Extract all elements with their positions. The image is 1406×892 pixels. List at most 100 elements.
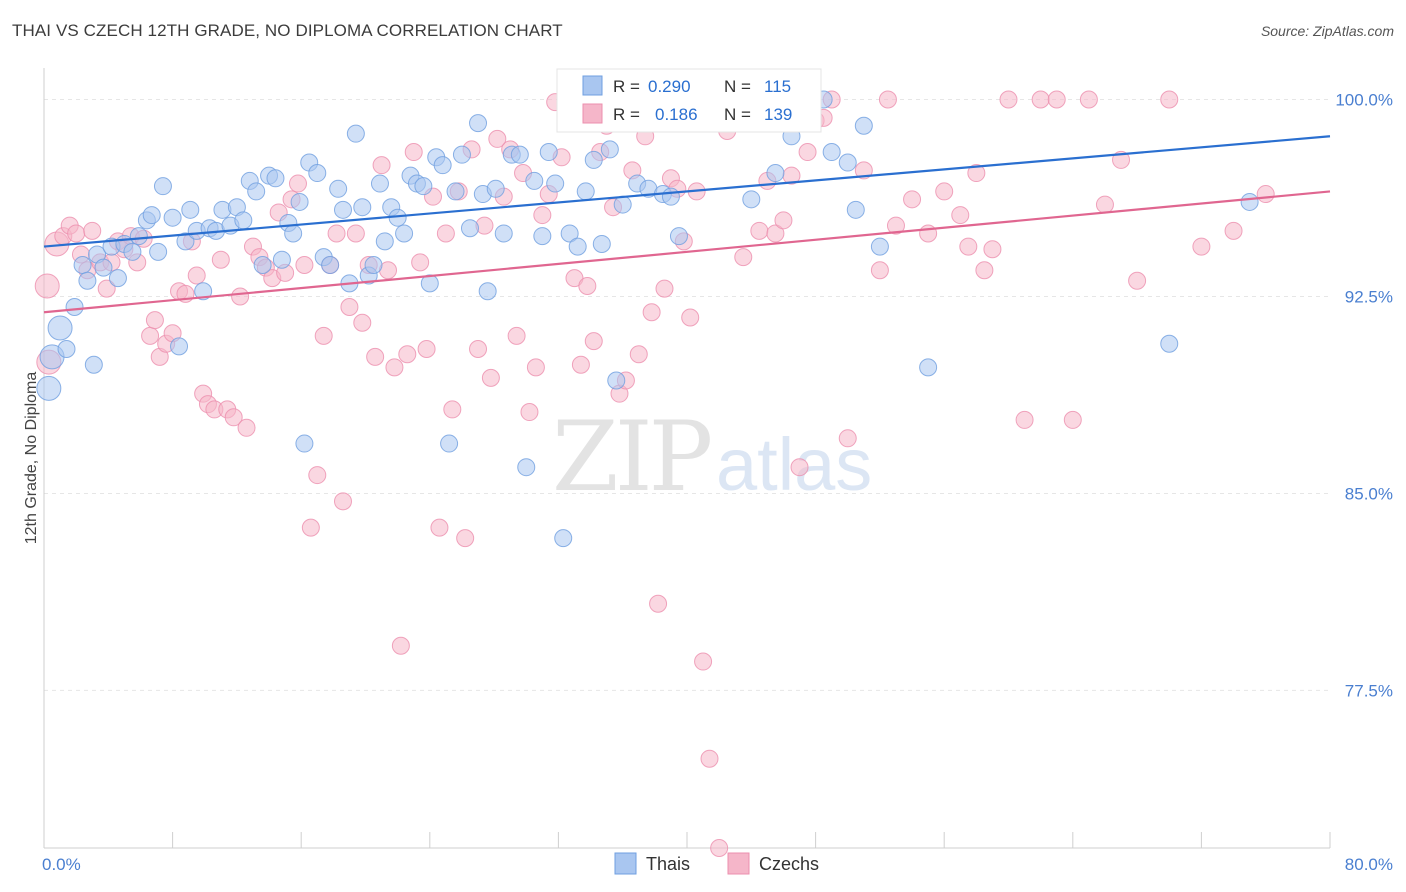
thai-point (446, 182, 465, 201)
thai-point (65, 297, 84, 316)
czech-point (710, 839, 729, 857)
czech-point (1224, 221, 1243, 240)
thai-point (73, 255, 92, 274)
czech-point (967, 164, 986, 183)
legend-bottom: Thais Czechs (614, 852, 819, 875)
gridlines (44, 99, 1330, 691)
thai-trend-line (43, 135, 1331, 248)
thai-point (452, 145, 471, 164)
thai-point (613, 195, 632, 214)
thai-point (568, 237, 587, 256)
thai-point (486, 179, 505, 198)
thai-point (478, 282, 497, 301)
czech-point (67, 224, 86, 243)
czech-point (333, 492, 352, 511)
legend-swatch-czech (582, 103, 603, 124)
thai-point (600, 140, 619, 159)
thai-point (919, 358, 938, 377)
czech-point (1063, 410, 1082, 429)
thai-point (194, 282, 213, 301)
thai-point (84, 355, 103, 374)
thai-point (290, 192, 309, 211)
czech-point (340, 297, 359, 316)
thai-point (539, 143, 558, 162)
legend-swatch-thai (582, 75, 603, 96)
thai-point (47, 315, 73, 341)
czech-point (391, 636, 410, 655)
czech-point (308, 466, 327, 485)
czech-point (224, 408, 243, 427)
thai-point (546, 174, 565, 193)
thai-point (469, 114, 488, 133)
thai-point (272, 250, 291, 269)
czech-point (1128, 271, 1147, 290)
legend-n-value-czech: 139 (764, 105, 792, 124)
czech-point (469, 340, 488, 359)
czech-point (301, 518, 320, 537)
czech-point (999, 90, 1018, 109)
czech-point (97, 279, 116, 298)
thai-point (284, 224, 303, 243)
czech-point (642, 303, 661, 322)
thai-point (510, 145, 529, 164)
czech-point (886, 216, 905, 235)
thai-point (669, 227, 688, 246)
czech-point (959, 237, 978, 256)
czech-point (750, 221, 769, 240)
thai-point (36, 375, 62, 401)
thai-point (420, 274, 439, 293)
thai-point (108, 269, 127, 288)
czech-point (34, 273, 60, 299)
legend-bottom-label-czech: Czechs (759, 854, 819, 874)
czech-trend-line (43, 190, 1331, 314)
thai-point (346, 124, 365, 143)
thai-point (607, 371, 626, 390)
czech-point (1079, 90, 1098, 109)
thai-point (1240, 192, 1259, 211)
thai-point (525, 171, 544, 190)
czech-point (584, 332, 603, 351)
legend-n-label-thai: N = (724, 77, 751, 96)
czech-point (1256, 185, 1275, 204)
thai-points (36, 90, 1259, 548)
czech-point (571, 355, 590, 374)
czech-point (565, 269, 584, 288)
y-tick-label: 85.0% (1345, 484, 1393, 503)
czech-point (83, 221, 102, 240)
thai-point (554, 529, 573, 548)
czech-point (237, 418, 256, 437)
czech-point (1015, 410, 1034, 429)
legend-n-value-thai: 115 (764, 77, 791, 96)
czech-point (533, 206, 552, 225)
thai-point (308, 164, 327, 183)
thai-point (517, 458, 536, 477)
thai-point (370, 174, 389, 193)
chart-title: THAI VS CZECH 12TH GRADE, NO DIPLOMA COR… (12, 21, 563, 40)
czech-point (903, 190, 922, 209)
czech-point (798, 143, 817, 162)
czech-point (854, 161, 873, 180)
y-axis-title: 12th Grade, No Diploma (23, 372, 40, 545)
czech-point (878, 90, 897, 109)
czech-point (935, 182, 954, 201)
thai-point (494, 224, 513, 243)
legend-r-value-czech: 0.186 (655, 105, 698, 124)
x-tick-label-max: 80.0% (1345, 855, 1393, 874)
axes (43, 68, 1331, 849)
thai-point (321, 255, 340, 274)
czech-point (526, 358, 545, 377)
thai-point (414, 177, 433, 196)
czech-point (288, 174, 307, 193)
czech-point (314, 326, 333, 345)
thai-point (1160, 334, 1179, 353)
czech-point (436, 224, 455, 243)
thai-point (661, 187, 680, 206)
czech-point (327, 224, 346, 243)
thai-point (94, 258, 113, 277)
y-tick-label: 100.0% (1335, 91, 1393, 110)
thai-point (846, 200, 865, 219)
czech-point (983, 240, 1002, 259)
czech-point (774, 211, 793, 230)
thai-point (592, 234, 611, 253)
